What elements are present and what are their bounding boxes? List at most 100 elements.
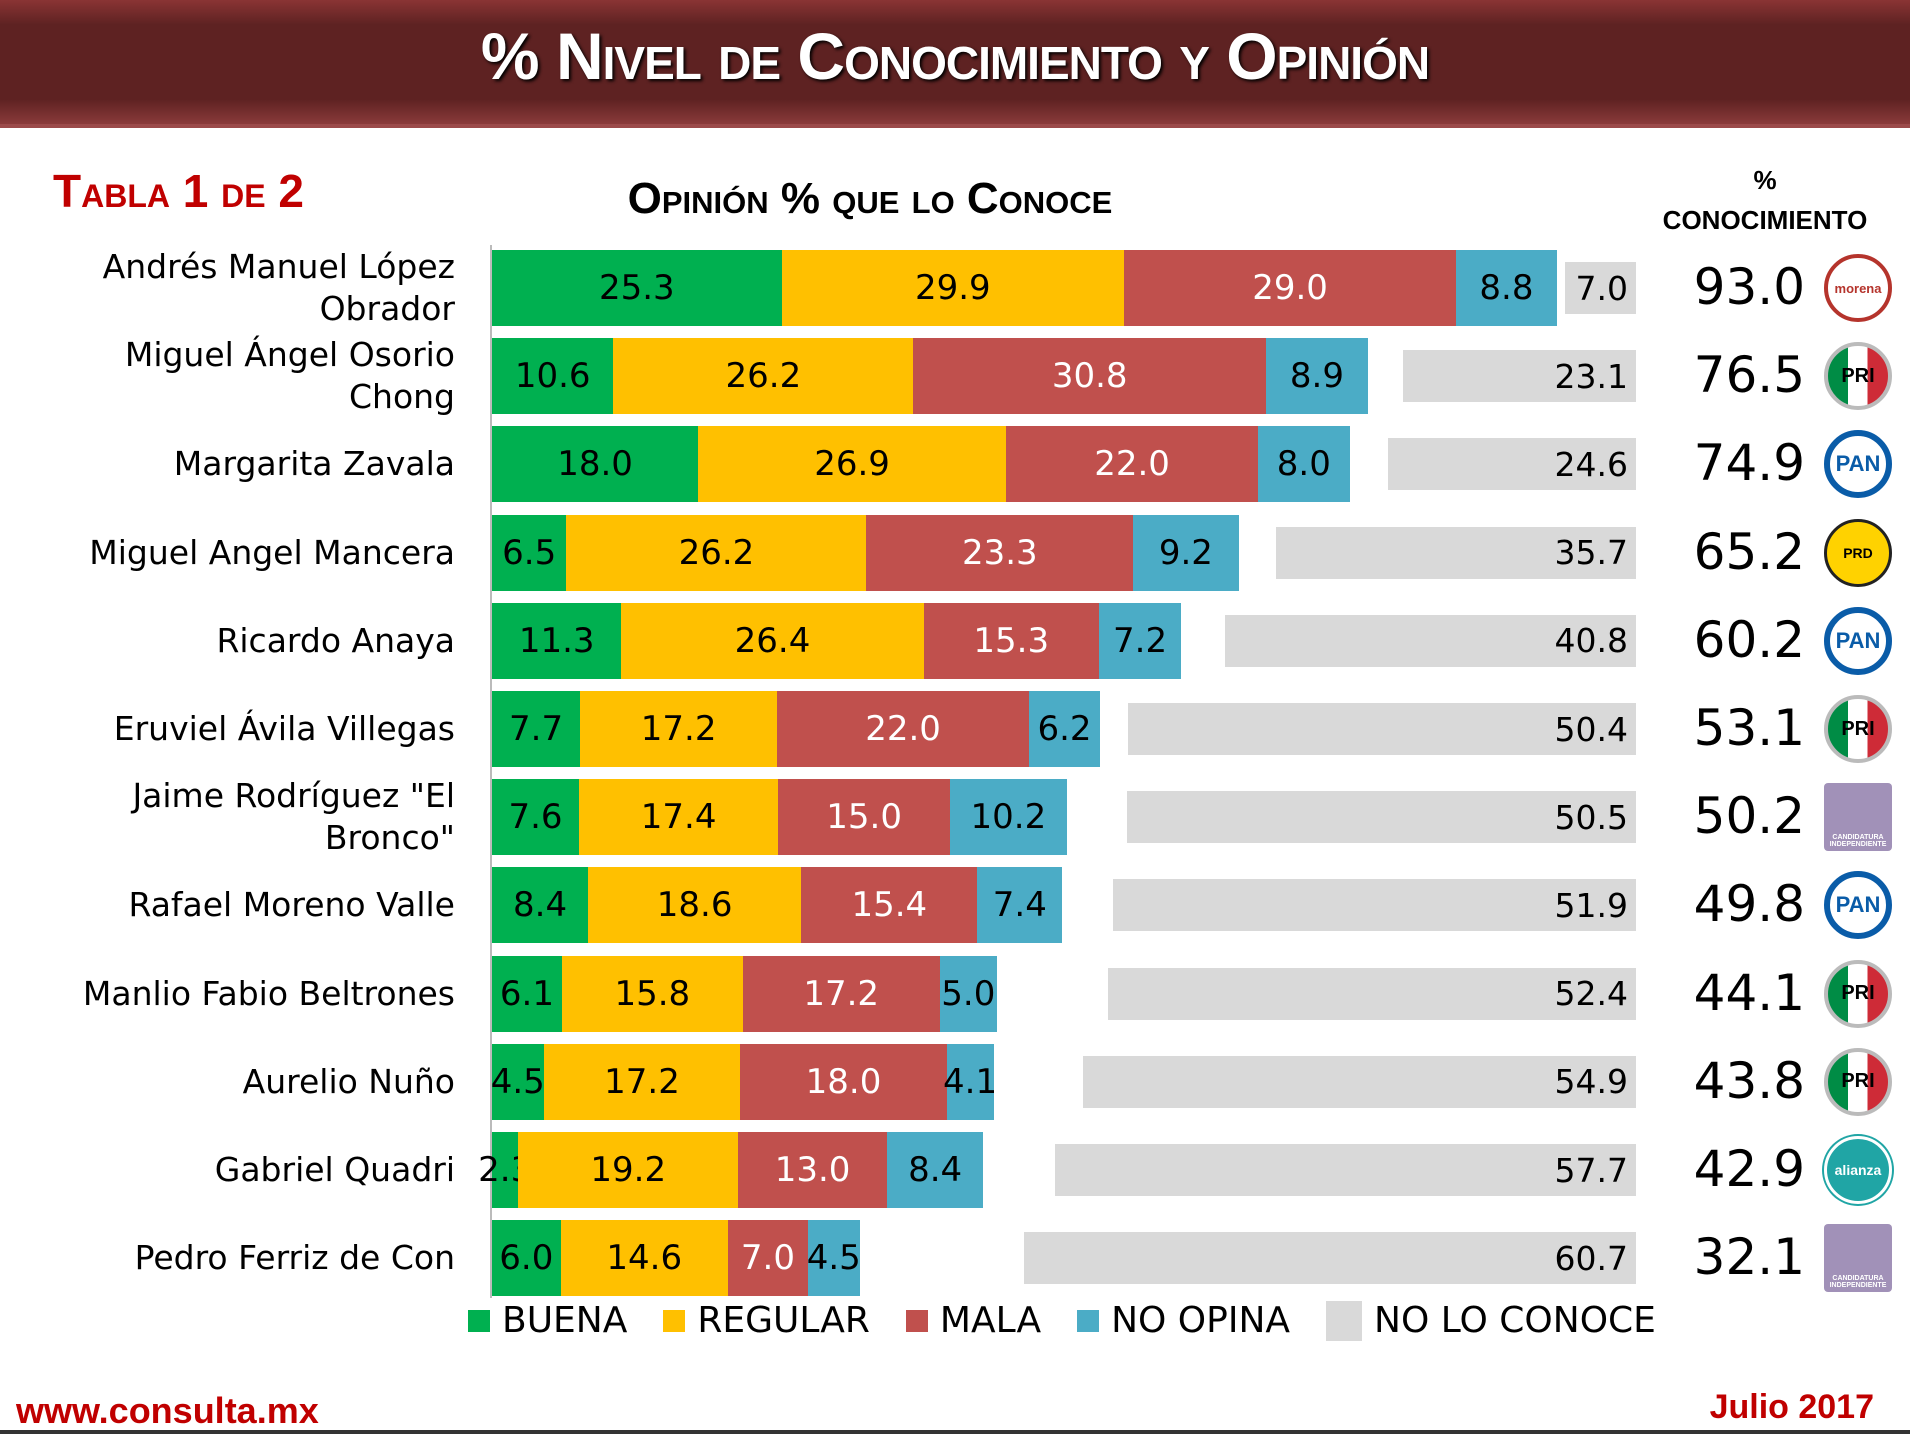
bar-mala: 15.4	[801, 867, 978, 944]
header-banner: % Nivel de Conocimiento y Opinión	[0, 0, 1910, 128]
conocimiento-value: 60.2	[1693, 610, 1805, 669]
bar-mala: 17.2	[742, 955, 940, 1032]
chart-title: Opinión % que lo Conoce	[627, 174, 1113, 223]
bar-no-opina: 9.2	[1133, 514, 1239, 591]
bar-no-opina: 7.2	[1098, 602, 1182, 679]
bar-mala: 15.3	[923, 602, 1099, 679]
legend-label: NO OPINA	[1111, 1300, 1291, 1341]
bar-no-opina: 4.5	[807, 1220, 861, 1297]
bar-mala: 18.0	[740, 1043, 947, 1120]
legend-swatch	[663, 1309, 686, 1332]
bar-buena: 25.3	[492, 250, 782, 326]
legend-swatch	[1077, 1309, 1100, 1332]
conocimiento-header-label: CONOCIMIENTO	[1662, 205, 1868, 235]
bar-no-opina: 10.2	[950, 779, 1067, 856]
candidate-name: Pedro Ferriz de Con	[134, 1238, 455, 1278]
candidate-name: Aurelio Nuño	[242, 1061, 455, 1101]
bar-buena: 6.1	[492, 955, 562, 1032]
bar-mala: 22.0	[1006, 426, 1258, 503]
independiente-logo-icon: CANDIDATURA INDEPENDIENTE	[1824, 1224, 1892, 1293]
PRI-logo-icon: PRI	[1824, 695, 1892, 763]
date-label: Julio 2017	[1709, 1388, 1874, 1426]
bar-no-opina: 7.4	[977, 867, 1063, 944]
bar-buena: 10.6	[492, 338, 614, 415]
bar-mala: 23.3	[866, 514, 1134, 591]
candidate-name: Jaime Rodríguez "El Bronco"	[132, 776, 455, 858]
bar-no-opina: 8.8	[1456, 250, 1557, 326]
legend-item: BUENA	[468, 1300, 627, 1341]
bar-no-opina: 8.9	[1266, 338, 1368, 415]
bar-buena: 18.0	[492, 426, 699, 503]
PRD-logo-icon: PRD	[1824, 518, 1892, 587]
conocimiento-header: % CONOCIMIENTO	[1650, 160, 1880, 240]
bar-regular: 15.8	[561, 955, 743, 1032]
bar-no-lo-conoce: 35.7	[1276, 526, 1636, 579]
legend-swatch	[468, 1309, 490, 1332]
conocimiento-value: 42.9	[1693, 1140, 1805, 1198]
bar-buena: 6.5	[492, 514, 567, 591]
conocimiento-value: 76.5	[1693, 346, 1805, 405]
bar-buena: 2.3	[478, 1132, 532, 1208]
conocimiento-value: 43.8	[1693, 1051, 1805, 1110]
bar-regular: 26.4	[621, 602, 924, 679]
legend-label: BUENA	[502, 1300, 628, 1341]
conocimiento-value: 49.8	[1693, 875, 1805, 934]
bar-no-lo-conoce: 54.9	[1082, 1055, 1636, 1108]
PRI-logo-icon: PRI	[1824, 1047, 1892, 1116]
bar-no-lo-conoce: 52.4	[1108, 967, 1636, 1020]
bar-no-lo-conoce: 60.7	[1024, 1232, 1636, 1285]
bar-no-opina: 6.2	[1029, 691, 1100, 767]
legend-label: MALA	[939, 1300, 1042, 1341]
bar-mala: 13.0	[738, 1132, 888, 1208]
legend-swatch	[1326, 1300, 1363, 1341]
bar-no-lo-conoce: 50.5	[1127, 791, 1636, 844]
nueva-alianza-logo-icon: alianza	[1824, 1136, 1892, 1204]
bar-no-lo-conoce: 51.9	[1113, 879, 1636, 932]
bar-buena: 4.5	[491, 1043, 545, 1120]
table-label: Tabla 1 de 2	[53, 165, 304, 217]
candidate-name: Rafael Moreno Valle	[128, 885, 455, 925]
legend-label: NO LO CONOCE	[1374, 1300, 1656, 1341]
bar-mala: 7.0	[727, 1220, 808, 1297]
bar-regular: 26.2	[566, 514, 867, 591]
bar-mala: 30.8	[913, 338, 1267, 415]
bar-no-lo-conoce: 40.8	[1224, 614, 1636, 667]
bar-no-opina: 8.4	[887, 1132, 984, 1208]
conocimiento-header-percent: %	[1753, 165, 1777, 195]
bar-no-lo-conoce: 50.4	[1128, 703, 1636, 755]
conocimiento-value: 53.1	[1693, 699, 1805, 757]
legend: BUENA REGULAR MALA NO OPINA NO LO CONOCE	[468, 1300, 1692, 1341]
conocimiento-value: 50.2	[1693, 787, 1805, 846]
PRI-logo-icon: PRI	[1824, 959, 1892, 1028]
bar-no-lo-conoce: 23.1	[1403, 350, 1636, 403]
legend-item: REGULAR	[663, 1300, 870, 1341]
PAN-logo-icon: PAN	[1824, 606, 1892, 675]
legend-item: NO OPINA	[1077, 1300, 1290, 1341]
bar-no-lo-conoce: 24.6	[1388, 438, 1636, 491]
bar-no-opina: 4.1	[943, 1043, 997, 1120]
website-link[interactable]: www.consulta.mx	[16, 1390, 319, 1431]
legend-label: REGULAR	[697, 1300, 870, 1341]
candidate-name: Eruviel Ávila Villegas	[113, 709, 455, 748]
bar-buena: 7.6	[492, 779, 580, 856]
bar-buena: 11.3	[492, 602, 622, 679]
legend-item: NO LO CONOCE	[1326, 1300, 1656, 1341]
bar-mala: 22.0	[777, 691, 1029, 767]
independiente-logo-icon: CANDIDATURA INDEPENDIENTE	[1824, 783, 1892, 852]
bottom-divider	[0, 1430, 1910, 1434]
PRI-logo-icon: PRI	[1824, 342, 1892, 411]
bar-no-opina: 8.0	[1258, 426, 1350, 503]
conocimiento-value: 65.2	[1693, 522, 1805, 581]
bar-regular: 18.6	[588, 867, 802, 944]
candidate-name: Miguel Ángel Osorio Chong	[124, 335, 455, 417]
legend-item: MALA	[905, 1300, 1042, 1341]
conocimiento-value: 32.1	[1693, 1228, 1805, 1287]
bar-regular: 14.6	[560, 1220, 728, 1297]
candidate-name: Ricardo Anaya	[216, 620, 455, 660]
bar-buena: 6.0	[492, 1220, 561, 1297]
candidate-name: Margarita Zavala	[173, 444, 455, 484]
bar-regular: 17.2	[543, 1043, 741, 1120]
candidate-name: Manlio Fabio Beltrones	[82, 973, 455, 1013]
bar-no-lo-conoce: 7.0	[1565, 262, 1636, 314]
bar-regular: 29.9	[781, 250, 1125, 326]
